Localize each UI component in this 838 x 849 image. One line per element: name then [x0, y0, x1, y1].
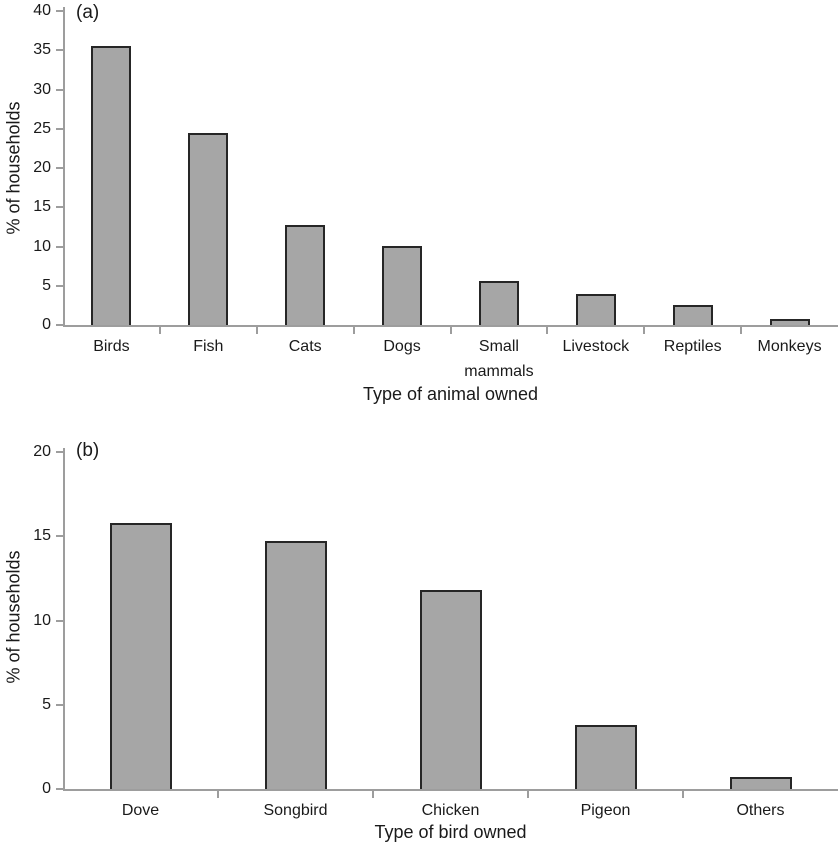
plot-area	[63, 7, 838, 327]
bar-pigeon	[574, 725, 637, 789]
x-tick	[372, 791, 374, 798]
category-label: Monkeys	[757, 338, 822, 355]
y-tick	[56, 788, 63, 790]
panel-b-letter: (b)	[76, 440, 100, 461]
category-label: Cats	[288, 338, 322, 355]
x-axis-title: Type of animal owned	[362, 384, 539, 404]
category-label: Dove	[121, 802, 160, 819]
y-tick-label: 15	[33, 527, 51, 545]
bar-small-mammals	[478, 281, 519, 325]
y-tick-label: 5	[42, 276, 51, 294]
y-tick	[56, 10, 63, 12]
category-label: Others	[736, 802, 785, 819]
bar-dogs	[382, 246, 423, 325]
bar-monkeys	[769, 319, 810, 325]
x-tick	[158, 327, 161, 334]
bar-fish	[188, 133, 229, 325]
y-tick-label: 10	[33, 237, 51, 255]
bar-songbird	[264, 541, 327, 789]
y-tick	[56, 206, 63, 209]
y-tick-label: 25	[33, 119, 51, 137]
bar-cats	[285, 225, 326, 325]
bar-reptiles	[672, 305, 713, 325]
y-tick	[56, 167, 63, 169]
x-tick	[255, 327, 258, 334]
category-label: Dogs	[383, 338, 421, 355]
category-label: Birds	[93, 338, 130, 355]
y-tick-label: 10	[33, 611, 51, 629]
x-tick	[740, 327, 743, 334]
y-tick-label: 35	[33, 41, 51, 59]
y-tick	[56, 88, 63, 91]
y-tick-label: 0	[42, 780, 51, 797]
bar-chicken	[419, 590, 482, 789]
y-tick	[56, 451, 63, 453]
y-tick-label: 0	[42, 316, 51, 333]
x-axis-title: Type of bird owned	[374, 822, 527, 842]
y-tick	[56, 245, 63, 248]
y-tick-label: 30	[33, 80, 51, 98]
bar-others	[729, 777, 792, 789]
y-tick	[56, 619, 63, 622]
bar-livestock	[575, 294, 616, 325]
y-tick-label: 20	[33, 443, 51, 460]
y-tick	[56, 703, 63, 706]
x-tick	[546, 327, 549, 334]
y-tick-label: 20	[33, 159, 51, 176]
category-label: Reptiles	[663, 338, 722, 355]
x-tick	[643, 327, 646, 334]
x-tick	[449, 327, 452, 334]
y-tick	[56, 284, 63, 287]
y-tick	[56, 127, 63, 130]
category-label: Livestock	[562, 338, 630, 355]
plot-area	[63, 448, 838, 791]
x-tick	[682, 791, 684, 798]
x-tick	[352, 327, 355, 334]
bar-birds	[91, 46, 132, 325]
panel-a-letter: (a)	[76, 2, 100, 23]
category-label: Songbird	[263, 802, 328, 819]
category-label: Fish	[193, 338, 224, 355]
category-label: Chicken	[421, 802, 480, 819]
y-tick-label: 40	[33, 2, 51, 19]
bar-dove	[109, 523, 172, 789]
y-tick	[56, 324, 63, 326]
y-tick	[56, 49, 63, 52]
y-tick-label: 15	[33, 198, 51, 216]
x-tick	[527, 791, 529, 798]
category-label: Small mammals	[464, 338, 534, 380]
category-label: Pigeon	[580, 802, 631, 819]
y-tick-label: 5	[42, 695, 51, 713]
x-tick	[217, 791, 219, 798]
y-tick	[56, 535, 63, 538]
